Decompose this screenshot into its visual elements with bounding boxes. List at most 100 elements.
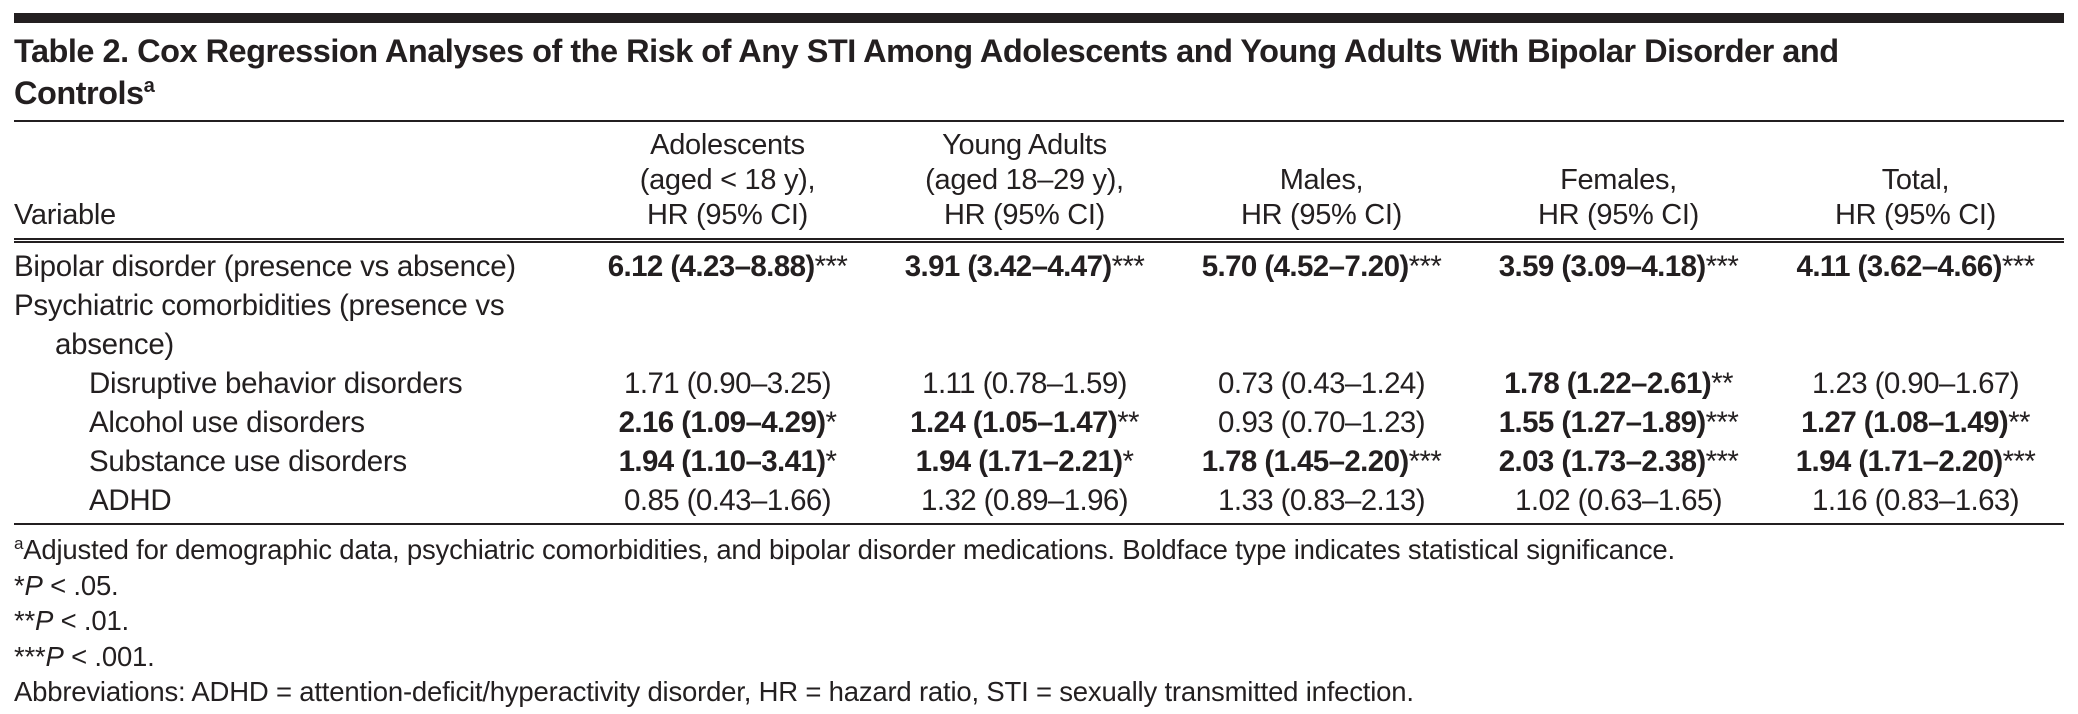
hazard-ratio-value: 1.11 (0.78–1.59) bbox=[922, 367, 1127, 400]
footnote: Abbreviations: ADHD = attention-deficit/… bbox=[14, 674, 2064, 710]
value-cell: 1.11 (0.78–1.59) bbox=[876, 364, 1173, 403]
empty-cell bbox=[1767, 286, 2064, 364]
hazard-ratio-value: 1.02 (0.63–1.65) bbox=[1515, 484, 1723, 517]
hazard-ratio-value: 2.16 (1.09–4.29) bbox=[618, 406, 827, 439]
value-cell: 1.94 (1.71–2.20)*** bbox=[1767, 442, 2064, 481]
variable-cell: Psychiatric comorbidities (presence vs ab… bbox=[14, 286, 579, 364]
value-cell: 1.16 (0.83–1.63) bbox=[1767, 481, 2064, 525]
hazard-ratio-value: 0.73 (0.43–1.24) bbox=[1218, 367, 1426, 400]
footnote-text: P bbox=[35, 605, 54, 636]
significance-stars: ** bbox=[1711, 367, 1733, 400]
column-header-young-adults: Young Adults (aged 18–29 y), HR (95% CI) bbox=[876, 122, 1173, 243]
hazard-ratio-value: 1.27 (1.08–1.49) bbox=[1801, 406, 2009, 439]
footnote-text: < .001. bbox=[63, 640, 155, 672]
hazard-ratio-value: 1.94 (1.10–3.41) bbox=[618, 445, 827, 478]
footnote-text: P bbox=[24, 569, 43, 601]
variable-label: Substance use disorders bbox=[89, 445, 407, 478]
significance-stars: *** bbox=[1408, 250, 1442, 283]
value-cell: 1.71 (0.90–3.25) bbox=[579, 364, 876, 403]
value-cell: 5.70 (4.52–7.20)*** bbox=[1173, 241, 1470, 287]
footnote-text: < .05. bbox=[42, 569, 119, 601]
table-title-line-1: Table 2. Cox Regression Analyses of the … bbox=[14, 33, 1839, 69]
value-cell: 1.27 (1.08–1.49)** bbox=[1767, 403, 2064, 442]
value-cell: 1.02 (0.63–1.65) bbox=[1470, 481, 1767, 525]
table-row: Substance use disorders 1.94 (1.10–3.41)*… bbox=[14, 442, 2064, 481]
value-cell: 2.03 (1.73–2.38)*** bbox=[1470, 442, 1767, 481]
value-cell: 1.23 (0.90–1.67) bbox=[1767, 364, 2064, 403]
hazard-ratio-value: 1.33 (0.83–2.13) bbox=[1218, 484, 1426, 517]
column-header-line: Adolescents bbox=[650, 129, 805, 161]
variable-label: Psychiatric comorbidities (presence vs bbox=[14, 289, 505, 322]
value-cell: 6.12 (4.23–8.88)*** bbox=[579, 241, 876, 287]
hazard-ratio-value: 1.16 (0.83–1.63) bbox=[1812, 484, 2020, 517]
hazard-ratio-value: 1.78 (1.45–2.20) bbox=[1201, 445, 1410, 478]
hazard-ratio-value: 0.93 (0.70–1.23) bbox=[1218, 406, 1426, 439]
significance-stars: *** bbox=[1705, 406, 1739, 439]
value-cell: 3.91 (3.42–4.47)*** bbox=[876, 241, 1173, 287]
hazard-ratio-value: 1.23 (0.90–1.67) bbox=[1812, 367, 2020, 400]
significance-stars: * bbox=[1122, 445, 1134, 478]
hazard-ratio-value: 1.94 (1.71–2.21) bbox=[915, 445, 1124, 478]
variable-cell: ADHD bbox=[14, 481, 579, 525]
column-header-adolescents: Adolescents (aged < 18 y), HR (95% CI) bbox=[579, 122, 876, 243]
column-header-line: HR (95% CI) bbox=[646, 199, 809, 231]
value-cell: 1.78 (1.22–2.61)** bbox=[1470, 364, 1767, 403]
column-header-line: (aged < 18 y), bbox=[639, 164, 816, 196]
column-header-line: Females, bbox=[1560, 164, 1677, 196]
column-header-line: Young Adults bbox=[942, 129, 1107, 161]
footnote-text: P bbox=[45, 640, 64, 672]
hazard-ratio-value: 3.59 (3.09–4.18) bbox=[1498, 250, 1707, 283]
title-superscript-a: a bbox=[143, 75, 155, 98]
footnote-text: *** bbox=[14, 640, 46, 672]
column-header-females: Females, HR (95% CI) bbox=[1470, 122, 1767, 243]
footnote-text: ** bbox=[14, 605, 36, 636]
value-cell: 4.11 (3.62–4.66)*** bbox=[1767, 241, 2064, 287]
value-cell: 0.85 (0.43–1.66) bbox=[579, 481, 876, 525]
column-header-line: Total, bbox=[1881, 164, 1950, 196]
table-row: Alcohol use disorders 2.16 (1.09–4.29)* 1.… bbox=[14, 403, 2064, 442]
significance-stars: *** bbox=[2001, 250, 2035, 283]
title-rule bbox=[14, 120, 2064, 122]
value-cell: 0.93 (0.70–1.23) bbox=[1173, 403, 1470, 442]
hazard-ratio-value: 0.85 (0.43–1.66) bbox=[624, 484, 832, 517]
significance-stars: *** bbox=[2002, 445, 2036, 478]
significance-stars: *** bbox=[814, 250, 848, 283]
value-cell: 1.94 (1.10–3.41)* bbox=[579, 442, 876, 481]
footnote: aAdjusted for demographic data, psychiat… bbox=[14, 532, 2064, 568]
column-header-line: HR (95% CI) bbox=[1537, 199, 1700, 231]
value-cell: 1.32 (0.89–1.96) bbox=[876, 481, 1173, 525]
significance-stars: *** bbox=[1705, 250, 1739, 283]
cox-regression-table: Variable Adolescents (aged < 18 y), HR (95%… bbox=[14, 122, 2064, 525]
table-row: ADHD 0.85 (0.43–1.66) 1.32 (0.89–1.96) 1.33… bbox=[14, 481, 2064, 525]
value-cell: 3.59 (3.09–4.18)*** bbox=[1470, 241, 1767, 287]
footnote-text: < .01. bbox=[53, 605, 130, 636]
hazard-ratio-value: 1.32 (0.89–1.96) bbox=[921, 484, 1129, 517]
table-title-line-2: Controlsa bbox=[14, 72, 2064, 114]
footnotes-block: aAdjusted for demographic data, psychiat… bbox=[14, 532, 2064, 710]
table-row: Disruptive behavior disorders 1.71 (0.90–… bbox=[14, 364, 2064, 403]
empty-cell bbox=[579, 286, 876, 364]
variable-cell: Substance use disorders bbox=[14, 442, 579, 481]
value-cell: 1.78 (1.45–2.20)*** bbox=[1173, 442, 1470, 481]
column-header-variable: Variable bbox=[14, 122, 579, 243]
footnote-text: Abbreviations: ADHD = attention-deficit/… bbox=[14, 676, 1414, 707]
significance-stars: *** bbox=[1408, 445, 1442, 478]
variable-label: Disruptive behavior disorders bbox=[89, 367, 463, 400]
footnote-text: * bbox=[14, 569, 25, 601]
hazard-ratio-value: 5.70 (4.52–7.20) bbox=[1201, 250, 1410, 283]
value-cell: 1.55 (1.27–1.89)*** bbox=[1470, 403, 1767, 442]
hazard-ratio-value: 4.11 (3.62–4.66) bbox=[1796, 250, 2003, 283]
table-row: Bipolar disorder (presence vs absence) 6.… bbox=[14, 241, 2064, 287]
footnote-superscript: a bbox=[14, 533, 24, 553]
empty-cell bbox=[1470, 286, 1767, 364]
column-header-line: Males, bbox=[1279, 164, 1364, 196]
table-title-controls: Controls bbox=[14, 75, 144, 111]
significance-stars: * bbox=[825, 445, 837, 478]
value-cell: 1.33 (0.83–2.13) bbox=[1173, 481, 1470, 525]
footnote: *P < .05. bbox=[14, 568, 2064, 604]
significance-stars: ** bbox=[1117, 406, 1139, 439]
value-cell: 2.16 (1.09–4.29)* bbox=[579, 403, 876, 442]
variable-label: absence) bbox=[55, 328, 174, 361]
value-cell: 1.94 (1.71–2.21)* bbox=[876, 442, 1173, 481]
